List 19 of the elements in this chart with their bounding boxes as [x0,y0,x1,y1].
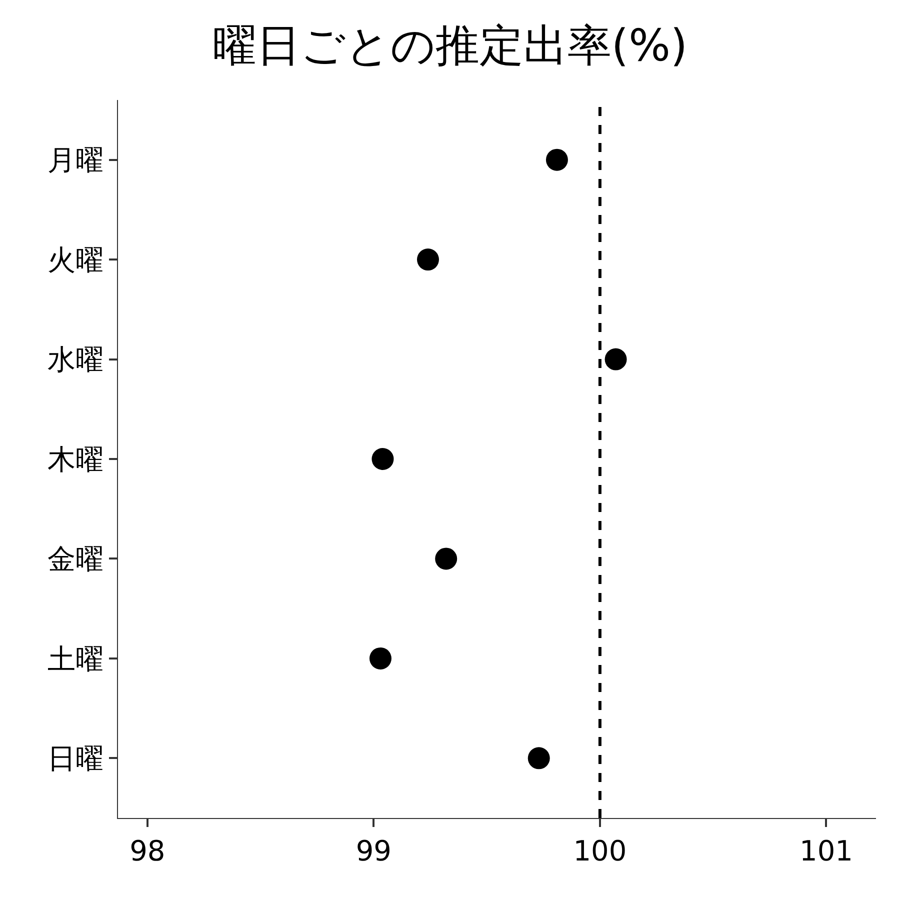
y-tick-label: 日曜 [47,742,104,775]
x-tick-label: 101 [799,834,853,868]
point [369,647,392,670]
y-tick-label: 土曜 [47,642,104,676]
y-tick-label: 月曜 [47,144,104,177]
point [417,248,439,271]
point [528,747,550,770]
x-tick-label: 100 [573,834,627,868]
y-tick-label: 火曜 [47,243,104,276]
point [435,548,458,570]
point [604,348,627,370]
point [546,148,568,171]
point [372,448,394,470]
chart-title: 曜日ごとの推定出率(%) [212,20,688,72]
x-tick-label: 98 [130,834,166,868]
x-tick-label: 99 [356,834,392,868]
y-tick-label: 木曜 [47,442,104,476]
y-tick-label: 水曜 [47,343,104,376]
y-tick-label: 金曜 [47,542,104,576]
